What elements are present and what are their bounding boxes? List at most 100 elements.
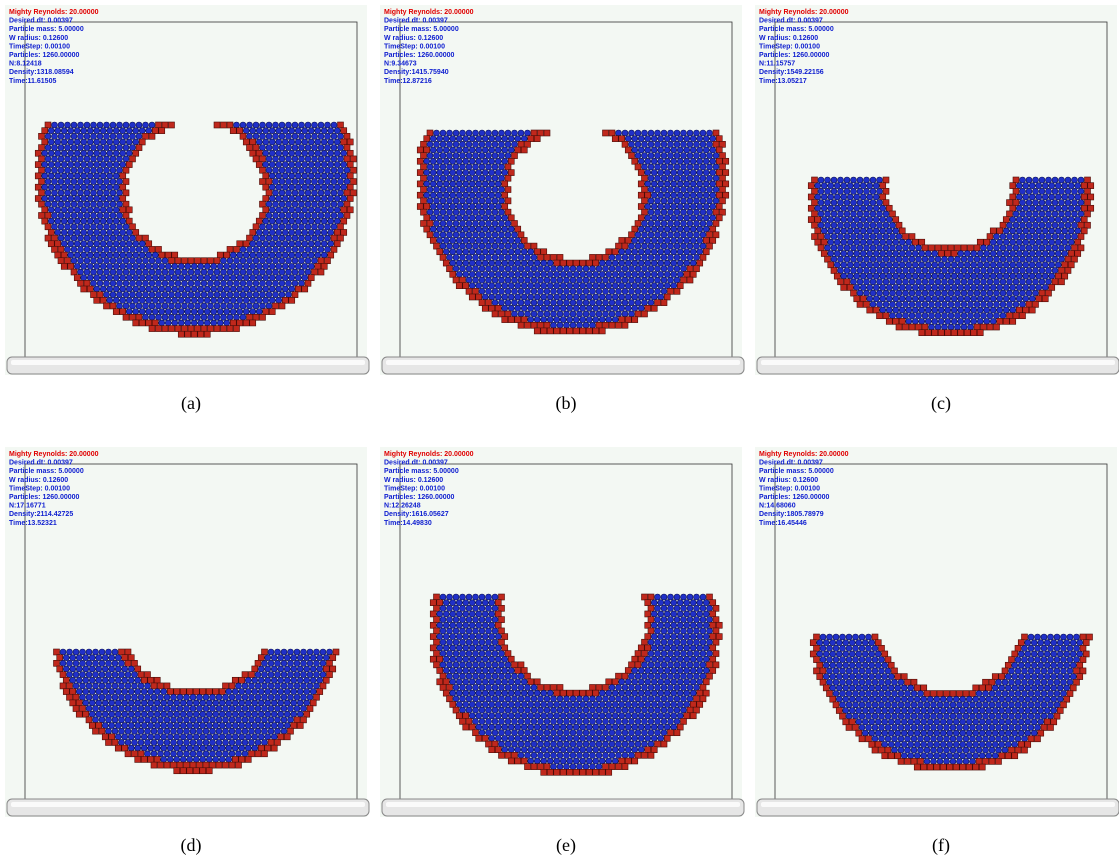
- fluid-particle: [104, 258, 110, 264]
- fluid-particle: [1055, 194, 1061, 200]
- fluid-particle: [828, 239, 834, 245]
- fluid-particle: [1023, 284, 1029, 290]
- fluid-particle: [860, 251, 866, 257]
- boundary-particle: [1016, 307, 1022, 313]
- boundary-particle: [994, 324, 1000, 330]
- fluid-particle: [180, 745, 186, 751]
- fluid-particle: [447, 130, 453, 136]
- fluid-particle: [684, 690, 690, 696]
- boundary-particle: [210, 762, 216, 768]
- boundary-particle: [580, 690, 586, 696]
- fluid-particle: [473, 198, 479, 204]
- fluid-particle: [525, 752, 531, 758]
- fluid-particle: [586, 305, 592, 311]
- fluid-particle: [321, 252, 327, 258]
- fluid-particle: [434, 141, 440, 147]
- boundary-particle: [164, 683, 170, 689]
- fluid-particle: [648, 696, 654, 702]
- fluid-particle: [1028, 702, 1034, 708]
- boundary-particle: [145, 672, 151, 678]
- boundary-particle: [547, 769, 553, 775]
- fluid-particle: [45, 133, 51, 139]
- fluid-particle: [281, 649, 287, 655]
- fluid-particle: [681, 141, 687, 147]
- fluid-particle: [638, 271, 644, 277]
- fluid-particle: [247, 122, 253, 128]
- fluid-particle: [80, 683, 86, 689]
- fluid-particle: [292, 201, 298, 207]
- fluid-particle: [110, 145, 116, 151]
- fluid-particle: [880, 262, 886, 268]
- fluid-particle: [84, 246, 90, 252]
- fluid-particle: [1023, 251, 1029, 257]
- boundary-particle: [89, 723, 95, 729]
- boundary-particle: [528, 136, 534, 142]
- fluid-particle: [230, 275, 236, 281]
- fluid-particle: [239, 734, 245, 740]
- fluid-particle: [159, 309, 165, 315]
- fluid-particle: [1013, 211, 1019, 217]
- fluid-particle: [834, 251, 840, 257]
- boundary-particle: [125, 649, 131, 655]
- fluid-particle: [130, 280, 136, 286]
- fluid-particle: [968, 301, 974, 307]
- fluid-particle: [932, 262, 938, 268]
- fluid-particle: [885, 691, 891, 697]
- fluid-particle: [269, 196, 275, 202]
- fluid-particle: [1049, 194, 1055, 200]
- fluid-particle: [96, 700, 102, 706]
- fluid-particle: [573, 747, 579, 753]
- boundary-particle: [625, 147, 631, 153]
- fluid-particle: [512, 232, 518, 238]
- boundary-particle: [1067, 691, 1073, 697]
- fluid-particle: [596, 300, 602, 306]
- fluid-particle: [903, 267, 909, 273]
- fluid-particle: [505, 684, 511, 690]
- fluid-particle: [184, 694, 190, 700]
- fluid-particle: [697, 634, 703, 640]
- boundary-particle: [171, 762, 177, 768]
- boundary-particle: [1003, 318, 1009, 324]
- boundary-particle: [97, 292, 103, 298]
- fluid-particle: [989, 691, 995, 697]
- fluid-particle: [596, 718, 602, 724]
- fluid-particle: [245, 711, 251, 717]
- fluid-particle: [541, 713, 547, 719]
- fluid-particle: [162, 303, 168, 309]
- fluid-particle: [645, 668, 651, 674]
- fluid-particle: [469, 136, 475, 142]
- fluid-particle: [262, 694, 268, 700]
- fluid-particle: [499, 232, 505, 238]
- fluid-particle: [479, 243, 485, 249]
- fluid-particle: [990, 284, 996, 290]
- fluid-particle: [567, 713, 573, 719]
- fluid-particle: [492, 164, 498, 170]
- fluid-particle: [473, 718, 479, 724]
- fluid-particle: [700, 164, 706, 170]
- boundary-particle: [54, 660, 60, 666]
- fluid-particle: [557, 741, 563, 747]
- fluid-particle: [143, 246, 149, 252]
- fluid-particle: [538, 311, 544, 317]
- fluid-particle: [505, 696, 511, 702]
- fluid-particle: [859, 657, 865, 663]
- fluid-particle: [694, 141, 700, 147]
- fluid-particle: [896, 290, 902, 296]
- fluid-particle: [55, 218, 61, 224]
- fluid-particle: [460, 628, 466, 634]
- fluid-particle: [239, 700, 245, 706]
- fluid-particle: [664, 690, 670, 696]
- fluid-particle: [854, 284, 860, 290]
- fluid-particle: [831, 245, 837, 251]
- fluid-particle: [590, 266, 596, 272]
- fluid-particle: [223, 717, 229, 723]
- fluid-particle: [210, 706, 216, 712]
- fluid-particle: [677, 634, 683, 640]
- fluid-particle: [603, 730, 609, 736]
- fluid-particle: [198, 286, 204, 292]
- fluid-particle: [961, 279, 967, 285]
- fluid-particle: [203, 706, 209, 712]
- boundary-particle: [499, 628, 505, 634]
- fluid-particle: [447, 232, 453, 238]
- fluid-particle: [599, 317, 605, 323]
